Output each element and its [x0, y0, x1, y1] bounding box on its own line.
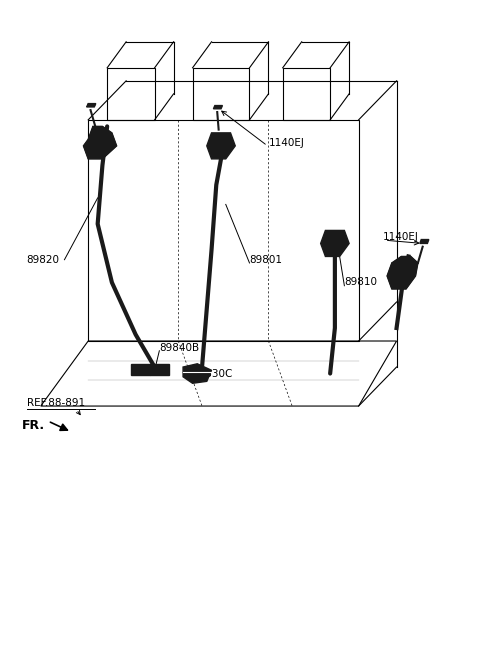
Polygon shape [420, 239, 429, 243]
Polygon shape [214, 106, 222, 109]
Polygon shape [131, 364, 150, 375]
Text: 89810: 89810 [344, 277, 377, 287]
Text: 1140EJ: 1140EJ [268, 138, 304, 148]
Polygon shape [321, 230, 349, 256]
Polygon shape [387, 256, 418, 289]
Text: FR.: FR. [22, 419, 45, 432]
Text: 89820: 89820 [26, 255, 60, 265]
Polygon shape [183, 364, 212, 383]
Polygon shape [150, 364, 169, 375]
Polygon shape [207, 133, 235, 159]
Text: 89801: 89801 [250, 255, 283, 265]
Text: 89840B: 89840B [159, 342, 200, 352]
Polygon shape [84, 127, 117, 159]
Polygon shape [87, 104, 96, 107]
Text: REF.88-891: REF.88-891 [26, 398, 84, 408]
Text: 89830C: 89830C [192, 369, 233, 379]
Text: 1140EJ: 1140EJ [383, 232, 418, 242]
